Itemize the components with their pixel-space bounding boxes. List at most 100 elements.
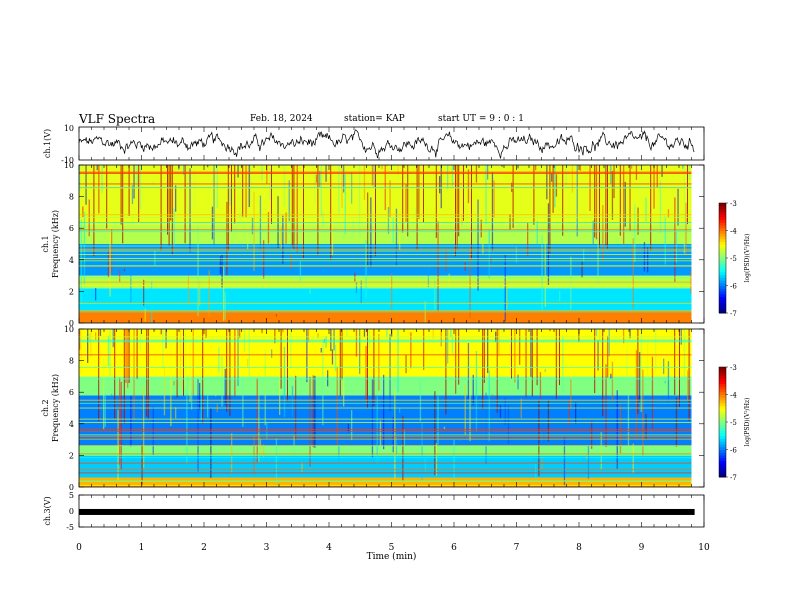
narrowband-line [79,480,692,482]
narrowband-line [79,254,692,255]
sferic-streak [463,165,464,221]
spectral-streak [183,165,185,175]
spectral-streak [210,408,212,478]
spectral-streak [399,210,401,250]
spectral-streak [306,329,308,383]
spectral-streak [455,329,457,394]
colorbar-segment [719,255,726,259]
spectral-streak [371,165,374,186]
spectral-streak [683,329,686,382]
spectral-streak [461,214,463,226]
spectral-streak [575,402,577,424]
spectral-streak [343,165,345,193]
spectral-band [79,376,692,396]
colorbar-segment [719,263,726,267]
sferic-streak [458,165,460,237]
colorbar-segment [719,247,726,251]
colorbar-segment [719,441,726,445]
spectral-streak [312,375,314,448]
spectral-streak [485,165,487,225]
spectral-streak [469,248,471,318]
spectral-streak [314,375,316,448]
spectral-streak [239,329,241,339]
y-tick-label: 6 [69,388,74,397]
spectral-streak [487,329,489,373]
spectral-streak [327,370,329,387]
spectral-streak [187,275,190,305]
spectral-streak [213,165,215,246]
spectral-streak [224,292,226,320]
sferic-streak [146,329,148,417]
x-tick-label: 7 [514,543,520,553]
spectral-streak [517,374,519,390]
colorbar-segment [719,380,726,384]
spectral-streak [656,165,658,188]
colorbar-segment [719,249,726,253]
narrowband-line [79,231,692,233]
spectral-streak [173,208,175,245]
spectral-streak [547,203,550,286]
colorbar-segment [719,205,726,209]
narrowband-line [79,257,692,259]
spectral-streak [645,414,647,440]
sferic-streak [637,329,639,415]
colorbar-segment [719,449,726,453]
narrowband-line [79,435,692,437]
channel-label: ch.1 [41,235,50,252]
spectral-streak [437,221,439,313]
spectral-streak [623,165,625,244]
spectral-streak [682,165,684,169]
spectral-streak [251,217,254,235]
spectral-streak [360,280,362,304]
spectral-streak [309,287,311,294]
spectral-streak [448,273,450,285]
spectral-streak [346,329,348,337]
spectral-streak [261,329,263,334]
spectral-streak [640,165,642,199]
narrowband-line [79,378,692,380]
spectral-streak [655,329,657,372]
spectral-streak [189,344,191,402]
spectral-streak [602,205,604,261]
spectral-streak [530,329,532,377]
narrowband-line [79,455,692,457]
narrowband-line [79,260,692,262]
spectral-streak [99,329,102,336]
spectral-streak [323,338,326,343]
colorbar-segment [719,274,726,278]
spectral-streak [151,281,153,323]
colorbar-label: log(PSD)(V²/Hz) [744,398,751,447]
start-time-label: start UT = 9 : 0 : 1 [438,114,524,124]
spectral-streak [373,165,375,189]
spectral-streak [111,394,113,397]
colorbar-segment [719,424,726,428]
narrowband-line [79,434,692,436]
spectral-streak [109,330,111,376]
spectral-streak [320,347,322,353]
spectral-streak [237,329,239,386]
colorbar-segment [719,280,726,284]
sferic-streak [242,165,244,217]
spectral-streak [427,266,430,288]
spectral-streak [123,269,126,272]
spectral-streak [392,217,394,244]
narrowband-line [79,457,692,459]
narrowband-line [79,429,692,430]
colorbar-segment [719,222,726,226]
colorbar-segment [719,383,726,387]
y-tick-label: 0 [69,507,74,516]
spectral-streak [221,355,223,407]
spectral-streak [546,165,548,200]
date-label: Feb. 18, 2024 [250,114,313,124]
spectral-streak [504,397,506,425]
y-tick-label: 8 [69,193,74,202]
spectral-streak [453,439,455,481]
spectral-streak [490,258,492,263]
channel-label: ch.2 [41,399,50,416]
spectral-streak [539,372,542,399]
spectral-streak [283,346,286,417]
spectral-streak [600,431,602,471]
spectral-streak [131,185,134,205]
spectral-streak [248,329,250,385]
